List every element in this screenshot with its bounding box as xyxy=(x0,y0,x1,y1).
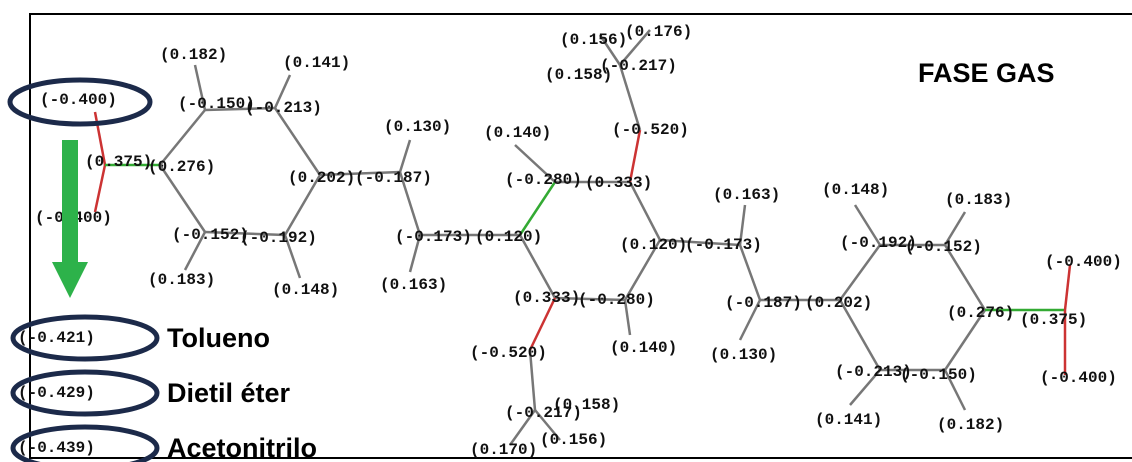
title: FASE GAS xyxy=(918,58,1055,88)
charge-label: (-0.187) xyxy=(725,294,802,312)
charge-label: (0.182) xyxy=(160,46,227,64)
charge-label: (0.276) xyxy=(148,158,215,176)
charge-label: (-0.152) xyxy=(905,238,982,256)
charge-label: (0.182) xyxy=(937,416,1004,434)
charge-label: (0.176) xyxy=(625,23,692,41)
charge-label: (0.375) xyxy=(85,153,152,171)
solvent-charge: (-0.439) xyxy=(18,439,95,457)
charge-label: (0.276) xyxy=(947,304,1014,322)
charge-label: (-0.187) xyxy=(355,169,432,187)
bond xyxy=(1065,265,1070,310)
charge-label: (-0.150) xyxy=(900,366,977,384)
solvent-name: Dietil éter xyxy=(167,378,291,408)
charge-label: (0.156) xyxy=(560,31,627,49)
charge-label: (-0.400) xyxy=(40,91,117,109)
charge-label: (-0.150) xyxy=(178,95,255,113)
solvent-charge: (-0.421) xyxy=(18,329,95,347)
bond xyxy=(275,108,320,175)
charge-label: (0.163) xyxy=(713,186,780,204)
charge-label: (-0.400) xyxy=(1045,253,1122,271)
charge-label: (0.141) xyxy=(283,54,350,72)
charge-label: (0.120) xyxy=(620,236,687,254)
charge-label: (-0.173) xyxy=(685,236,762,254)
charge-label: (-0.152) xyxy=(172,226,249,244)
charge-label: (-0.280) xyxy=(578,291,655,309)
solvent-name: Tolueno xyxy=(167,323,270,353)
charge-label: (-0.213) xyxy=(245,99,322,117)
charge-label: (0.148) xyxy=(822,181,889,199)
bond xyxy=(95,165,105,212)
charge-label: (0.120) xyxy=(475,228,542,246)
charge-label: (0.183) xyxy=(945,191,1012,209)
charge-label: (-0.280) xyxy=(505,171,582,189)
charge-label: (0.140) xyxy=(484,124,551,142)
charge-label: (-0.520) xyxy=(470,344,547,362)
charge-label: (0.333) xyxy=(513,289,580,307)
bond xyxy=(160,110,205,165)
charge-label: (0.148) xyxy=(272,281,339,299)
charge-label: (0.130) xyxy=(710,346,777,364)
solvent-name: Acetonitrilo xyxy=(167,433,317,462)
arrow-head xyxy=(52,262,88,298)
charge-label: (0.202) xyxy=(805,294,872,312)
charge-label: (0.158) xyxy=(545,66,612,84)
charge-label: (0.375) xyxy=(1020,311,1087,329)
diagram: (0.182)(0.141)(-0.400)(-0.150)(-0.213)(0… xyxy=(0,0,1132,462)
bond xyxy=(520,182,555,235)
charge-label: (0.158) xyxy=(553,396,620,414)
charge-label: (0.140) xyxy=(610,339,677,357)
charge-label: (-0.173) xyxy=(395,228,472,246)
bond xyxy=(400,140,410,172)
solvent-charge: (-0.429) xyxy=(18,384,95,402)
charge-label: (0.170) xyxy=(470,441,537,459)
charge-label: (0.141) xyxy=(815,411,882,429)
charge-label: (0.202) xyxy=(288,169,355,187)
charge-label: (-0.520) xyxy=(612,121,689,139)
charge-label: (0.156) xyxy=(540,431,607,449)
charge-label: (0.130) xyxy=(384,118,451,136)
bond xyxy=(840,245,880,300)
arrow-shaft xyxy=(62,140,78,265)
charge-label: (-0.192) xyxy=(240,229,317,247)
charge-label: (0.183) xyxy=(148,271,215,289)
charge-label: (0.163) xyxy=(380,276,447,294)
charge-label: (0.333) xyxy=(585,174,652,192)
charge-label: (-0.400) xyxy=(1040,369,1117,387)
